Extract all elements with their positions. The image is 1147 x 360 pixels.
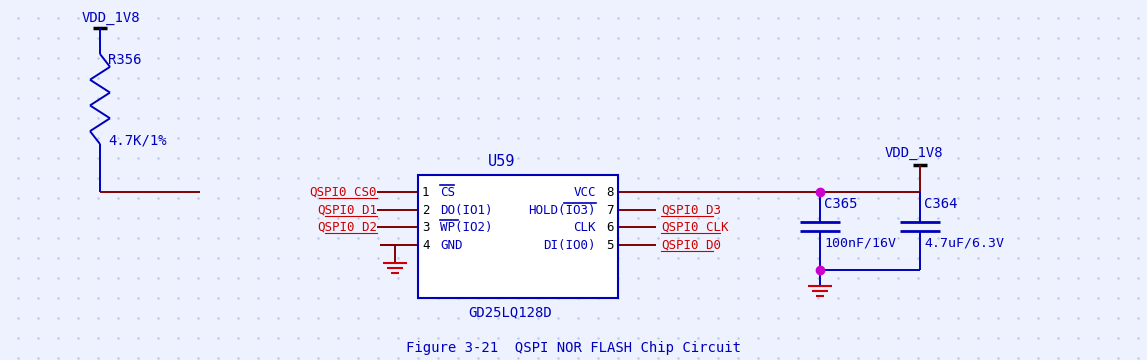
Text: R356: R356: [108, 53, 141, 67]
Text: Figure 3-21  QSPI NOR FLASH Chip Circuit: Figure 3-21 QSPI NOR FLASH Chip Circuit: [406, 341, 741, 355]
Text: QSPI0_D2: QSPI0_D2: [317, 220, 377, 234]
Text: DI(IO0): DI(IO0): [544, 239, 596, 252]
Text: WP(IO2): WP(IO2): [440, 220, 492, 234]
Text: 4: 4: [422, 239, 429, 252]
Text: QSPI0_D0: QSPI0_D0: [661, 239, 721, 252]
Text: 1: 1: [422, 185, 429, 198]
Text: 4.7uF/6.3V: 4.7uF/6.3V: [924, 237, 1004, 249]
Text: C365: C365: [824, 197, 858, 211]
Text: CLK: CLK: [574, 220, 596, 234]
Text: DO(IO1): DO(IO1): [440, 203, 492, 216]
Text: 3: 3: [422, 220, 429, 234]
Bar: [418, 175, 618, 298]
Text: 4.7K/1%: 4.7K/1%: [108, 133, 166, 147]
Text: GND: GND: [440, 239, 462, 252]
Text: QSPI0_CLK: QSPI0_CLK: [661, 220, 728, 234]
Text: C364: C364: [924, 197, 958, 211]
Text: U59: U59: [487, 153, 515, 168]
Text: CS: CS: [440, 185, 455, 198]
Text: VCC: VCC: [574, 185, 596, 198]
Text: QSPI0_D3: QSPI0_D3: [661, 203, 721, 216]
Text: 2: 2: [422, 203, 429, 216]
Text: 6: 6: [607, 220, 614, 234]
Text: GD25LQ128D: GD25LQ128D: [468, 305, 552, 319]
Text: 5: 5: [607, 239, 614, 252]
Text: QSPI0_CS0: QSPI0_CS0: [310, 185, 377, 198]
Text: 7: 7: [607, 203, 614, 216]
Text: VDD_1V8: VDD_1V8: [81, 11, 141, 25]
Text: VDD_1V8: VDD_1V8: [885, 146, 944, 160]
Text: QSPI0_D1: QSPI0_D1: [317, 203, 377, 216]
Text: 100nF/16V: 100nF/16V: [824, 237, 896, 249]
Text: 8: 8: [607, 185, 614, 198]
Text: HOLD(IO3): HOLD(IO3): [529, 203, 596, 216]
